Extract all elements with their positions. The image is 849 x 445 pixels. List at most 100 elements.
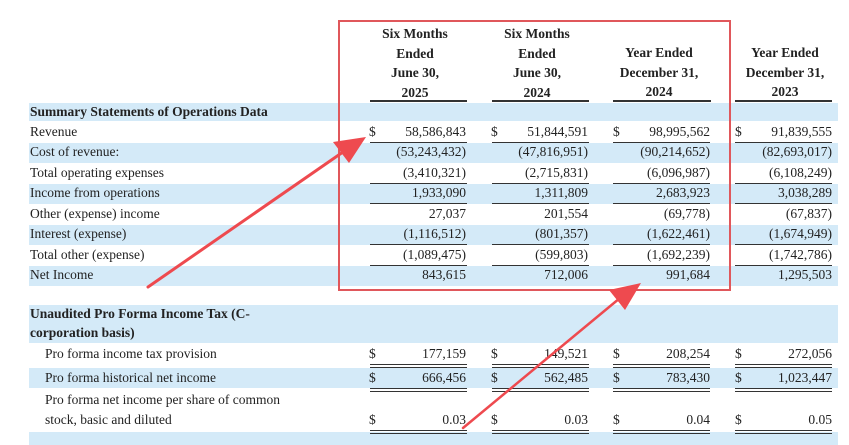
row-label: Pro forma net income per share of common [45, 392, 281, 407]
cell-underline [370, 183, 467, 185]
row-label: Net Income [30, 267, 94, 282]
row-label-cont: stock, basic and diluted [45, 412, 172, 427]
cell-value: 0.03 [442, 412, 466, 427]
cell-value: (801,357) [535, 226, 588, 241]
row-band [29, 143, 838, 163]
column-header-fy-2023: Year Ended December 31, 2023 [745, 45, 825, 99]
cell-underline [735, 265, 832, 267]
row-band [29, 103, 838, 121]
currency-symbol: $ [369, 124, 376, 139]
cell-double-underline [370, 364, 467, 368]
cell-value: 1,295,503 [778, 267, 832, 282]
cell-underline [492, 203, 589, 205]
cell-value: 272,056 [788, 346, 832, 361]
row-band [29, 368, 838, 388]
cell-underline [492, 265, 589, 267]
currency-symbol: $ [491, 370, 498, 385]
currency-symbol: $ [491, 346, 498, 361]
cell-underline [370, 244, 467, 246]
column-header-fy-2024: Year Ended December 31, 2024 [619, 45, 699, 99]
cell-value: (90,214,652) [640, 144, 710, 159]
cell-value: 783,430 [666, 370, 710, 385]
row-label: Total other (expense) [30, 247, 145, 262]
cell-value: 562,485 [544, 370, 588, 385]
currency-symbol: $ [369, 412, 376, 427]
currency-symbol: $ [491, 124, 498, 139]
cell-underline [492, 142, 589, 144]
currency-symbol: $ [491, 412, 498, 427]
cell-value: (82,693,017) [762, 144, 832, 159]
cell-value: (53,243,432) [396, 144, 466, 159]
cell-double-underline [492, 388, 589, 392]
cell-value: 1,023,447 [778, 370, 832, 385]
cell-underline [735, 203, 832, 205]
row-band [29, 305, 838, 343]
cell-underline [613, 142, 710, 144]
cell-double-underline [735, 388, 832, 392]
cell-underline [492, 244, 589, 246]
cell-value: 27,037 [428, 206, 466, 221]
cell-underline [735, 244, 832, 246]
currency-symbol: $ [735, 346, 742, 361]
header-underline [492, 100, 589, 102]
currency-symbol: $ [735, 370, 742, 385]
row-label: Revenue [30, 124, 78, 139]
cell-value: (1,674,949) [769, 226, 832, 241]
currency-symbol: $ [613, 370, 620, 385]
cell-value: 712,006 [544, 267, 588, 282]
cell-value: (6,108,249) [769, 165, 832, 180]
section-title-operations: Summary Statements of Operations Data [30, 104, 268, 119]
cell-double-underline [613, 388, 710, 392]
row-band [29, 432, 838, 445]
cell-underline [370, 142, 467, 144]
section-title-pro-forma-cont: corporation basis) [30, 325, 135, 340]
cell-value: (1,692,239) [647, 247, 710, 262]
header-underline [735, 100, 832, 102]
cell-value: 1,933,090 [412, 185, 466, 200]
cell-value: 98,995,562 [649, 124, 710, 139]
header-underline [370, 100, 467, 102]
cell-value: 666,456 [422, 370, 466, 385]
cell-double-underline [735, 364, 832, 368]
row-band [29, 266, 838, 286]
cell-underline [735, 183, 832, 185]
currency-symbol: $ [613, 412, 620, 427]
cell-value: (1,742,786) [769, 247, 832, 262]
cell-double-underline [613, 430, 710, 434]
currency-symbol: $ [735, 124, 742, 139]
cell-double-underline [613, 364, 710, 368]
cell-value: (67,837) [785, 206, 832, 221]
cell-underline [492, 183, 589, 185]
currency-symbol: $ [613, 346, 620, 361]
currency-symbol: $ [369, 346, 376, 361]
cell-value: 0.05 [808, 412, 832, 427]
arrow-to-revenue [146, 137, 366, 289]
row-label: Pro forma income tax provision [45, 346, 217, 361]
cell-double-underline [370, 388, 467, 392]
cell-double-underline [370, 430, 467, 434]
cell-underline [370, 265, 467, 267]
row-label: Pro forma historical net income [45, 370, 216, 385]
cell-value: 58,586,843 [405, 124, 466, 139]
row-band [29, 184, 838, 204]
cell-value: 208,254 [666, 346, 710, 361]
column-header-h1-2025: Six Months Ended June 30, 2025 [382, 26, 448, 100]
currency-symbol: $ [369, 370, 376, 385]
cell-value: 177,159 [422, 346, 466, 361]
cell-double-underline [492, 430, 589, 434]
cell-value: 991,684 [666, 267, 710, 282]
cell-value: 149,521 [544, 346, 588, 361]
cell-value: (69,778) [663, 206, 710, 221]
column-header-h1-2024: Six Months Ended June 30, 2024 [504, 26, 570, 100]
cell-underline [735, 142, 832, 144]
cell-value: 0.03 [564, 412, 588, 427]
row-label: Interest (expense) [30, 226, 127, 241]
cell-underline [613, 203, 710, 205]
cell-double-underline [735, 430, 832, 434]
cell-value: (599,803) [535, 247, 588, 262]
cell-underline [613, 183, 710, 185]
cell-value: (47,816,951) [518, 144, 588, 159]
cell-value: 91,839,555 [771, 124, 832, 139]
row-label: Other (expense) income [30, 206, 160, 221]
